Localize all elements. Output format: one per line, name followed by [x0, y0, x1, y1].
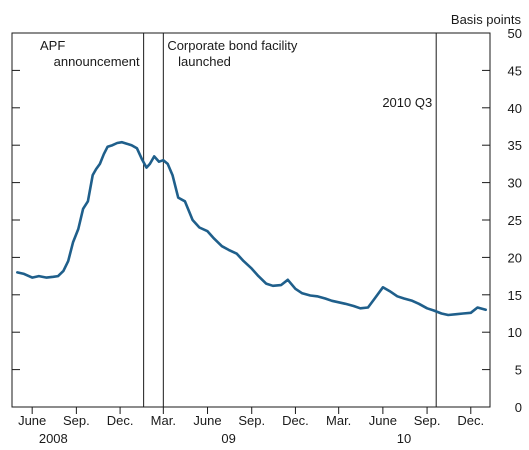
y-tick-label: 15 [508, 288, 522, 303]
year-label: 2008 [39, 431, 68, 446]
x-tick-label: Mar. [326, 413, 351, 428]
y-tick-label: 50 [508, 26, 522, 41]
y-tick-label: 0 [515, 400, 522, 415]
y-unit-label: Basis points [451, 12, 522, 27]
x-tick-label: Dec. [457, 413, 484, 428]
y-tick-label: 10 [508, 325, 522, 340]
x-tick-label: Sep. [238, 413, 265, 428]
y-tick-label: 25 [508, 213, 522, 228]
event-label: APF [40, 38, 65, 53]
plot-frame [11, 32, 491, 408]
event-label: Corporate bond facility [167, 38, 298, 53]
x-tick-label: Mar. [151, 413, 176, 428]
x-axis: June Sep. Dec. Mar. June Sep. Dec. Mar. June Sep.… [18, 407, 484, 428]
x-tick-label: June [18, 413, 46, 428]
x-tick-label: June [369, 413, 397, 428]
year-label: 09 [221, 431, 235, 446]
y-tick-label: 5 [515, 363, 522, 378]
year-labels: 2008 09 10 [39, 431, 411, 446]
y-tick-label: 45 [508, 63, 522, 78]
event-label: announcement [54, 54, 140, 69]
y-tick-label: 20 [508, 250, 522, 265]
y-tick-label: 35 [508, 138, 522, 153]
y-tick-label: 40 [508, 101, 522, 116]
x-tick-label: Dec. [282, 413, 309, 428]
x-tick-label: Sep. [63, 413, 90, 428]
x-tick-label: Sep. [414, 413, 441, 428]
x-tick-label: Dec. [107, 413, 134, 428]
year-label: 10 [397, 431, 411, 446]
y-tick-label: 30 [508, 176, 522, 191]
event-label: launched [167, 54, 231, 69]
y-axis: 0 5 10 15 20 25 30 35 40 45 50 [12, 26, 522, 415]
series-line [16, 140, 487, 317]
x-tick-label: June [193, 413, 221, 428]
event-label: 2010 Q3 [382, 95, 432, 110]
